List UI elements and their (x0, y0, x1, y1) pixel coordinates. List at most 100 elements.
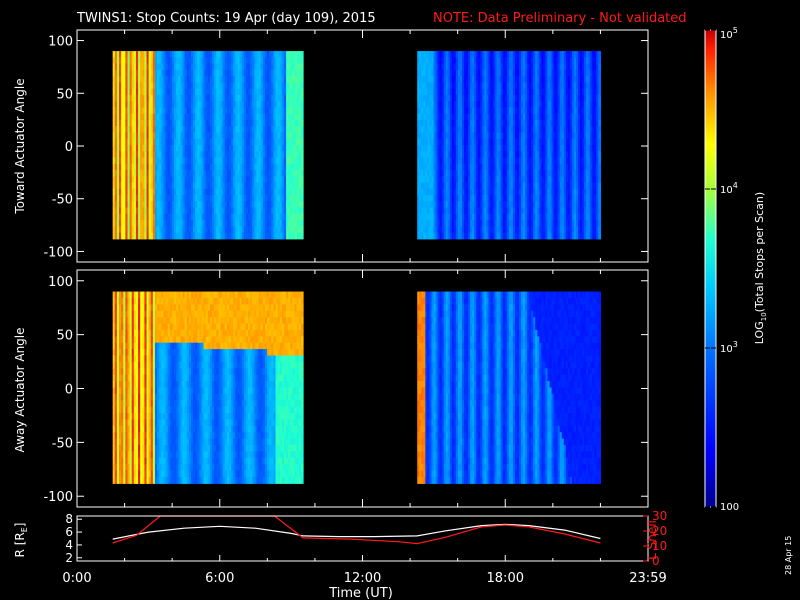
heatmap-cell (197, 69, 200, 77)
heatmap-cell (506, 138, 510, 146)
heatmap-cell (484, 163, 488, 171)
heatmap-cell (279, 169, 283, 177)
heatmap-cell (159, 113, 162, 121)
heatmap-cell (195, 82, 198, 90)
heatmap-cell (429, 101, 433, 109)
heatmap-cell (455, 138, 459, 146)
heatmap-cell (195, 232, 198, 240)
heatmap-cell (250, 107, 253, 115)
heatmap-cell (468, 51, 471, 58)
heatmap-cell (248, 51, 251, 58)
heatmap-cell (205, 201, 209, 209)
heatmap-cell (239, 207, 243, 215)
heatmap-cell (264, 57, 268, 65)
heatmap-cell (478, 51, 481, 58)
heatmap-cell (133, 63, 137, 71)
heatmap-cell (142, 226, 145, 234)
heatmap-cell (186, 213, 190, 221)
heatmap-cell (478, 138, 481, 146)
heatmap-cell (241, 132, 245, 140)
heatmap-cell (114, 63, 118, 71)
heatmap-cell (525, 176, 528, 184)
heatmap-cell (269, 132, 272, 140)
heatmap-cell (180, 195, 184, 202)
heatmap-cell (116, 207, 120, 215)
heatmap-cell (250, 182, 253, 190)
heatmap-cell (427, 188, 431, 196)
heatmap-cell (496, 169, 500, 177)
heatmap-cell (264, 163, 268, 171)
heatmap-cell (431, 213, 435, 221)
heatmap-cell (504, 51, 508, 58)
heatmap-cell (171, 226, 175, 234)
heatmap-cell (502, 182, 506, 190)
heatmap-cell (292, 176, 296, 184)
heatmap-cell (195, 88, 198, 96)
heatmap-cell (271, 94, 275, 102)
heatmap-cell (480, 119, 483, 127)
heatmap-cell (271, 163, 275, 171)
heatmap-cell (207, 119, 211, 127)
heatmap-cell (218, 220, 222, 227)
heatmap-cell (277, 113, 281, 121)
heatmap-cell (514, 207, 518, 215)
heatmap-cell (279, 232, 283, 240)
heatmap-cell (449, 163, 453, 171)
heatmap-cell (437, 232, 441, 240)
heatmap-cell (205, 101, 209, 109)
heatmap-cell (455, 188, 459, 196)
heatmap-cell (254, 76, 258, 83)
heatmap-cell (260, 107, 264, 115)
heatmap-cell (258, 169, 262, 177)
heatmap-cell (514, 113, 518, 121)
heatmap-cell (116, 69, 120, 77)
heatmap-cell (157, 126, 160, 134)
heatmap-cell (220, 69, 224, 77)
heatmap-cell (220, 51, 224, 58)
heatmap-cell (209, 232, 213, 240)
heatmap-cell (178, 207, 181, 215)
heatmap-cell (112, 113, 116, 121)
heatmap-cell (171, 76, 175, 83)
heatmap-cell (419, 82, 422, 90)
heatmap-cell (296, 144, 300, 152)
heatmap-cell (283, 88, 287, 96)
heatmap-cell (229, 119, 232, 127)
heatmap-cell (123, 126, 126, 134)
heatmap-cell (455, 157, 459, 165)
heatmap-cell (298, 226, 302, 234)
heatmap-cell (207, 176, 211, 184)
heatmap-cell (142, 176, 145, 184)
heatmap-cell (256, 51, 260, 58)
heatmap-cell (441, 201, 445, 209)
heatmap-cell (298, 76, 302, 83)
heatmap-cell (435, 220, 439, 227)
heatmap-cell (279, 94, 283, 102)
heatmap-cell (275, 151, 279, 159)
heatmap-cell (157, 101, 160, 109)
heatmap-cell (290, 113, 294, 121)
heatmap-cell (146, 144, 150, 152)
heatmap-cell (437, 169, 441, 177)
heatmap-cell (429, 107, 433, 115)
heatmap-cell (154, 69, 158, 77)
heatmap-cell (258, 51, 262, 58)
heatmap-cell (245, 76, 249, 83)
heatmap-cell (435, 57, 439, 65)
heatmap-cell (233, 195, 236, 202)
heatmap-cell (525, 195, 528, 202)
heatmap-cell (260, 119, 264, 127)
heatmap-cell (178, 226, 181, 234)
heatmap-cell (218, 113, 222, 121)
heatmap-cell (457, 76, 461, 83)
heatmap-cell (138, 151, 141, 159)
heatmap-cell (116, 169, 120, 177)
heatmap-cell (144, 88, 148, 96)
heatmap-cell (165, 57, 169, 65)
heatmap-cell (283, 144, 287, 152)
heatmap-cell (233, 51, 236, 58)
heatmap-cell (281, 88, 285, 96)
heatmap-cell (439, 144, 443, 152)
heatmap-cell (116, 144, 120, 152)
heatmap-cell (443, 213, 447, 221)
